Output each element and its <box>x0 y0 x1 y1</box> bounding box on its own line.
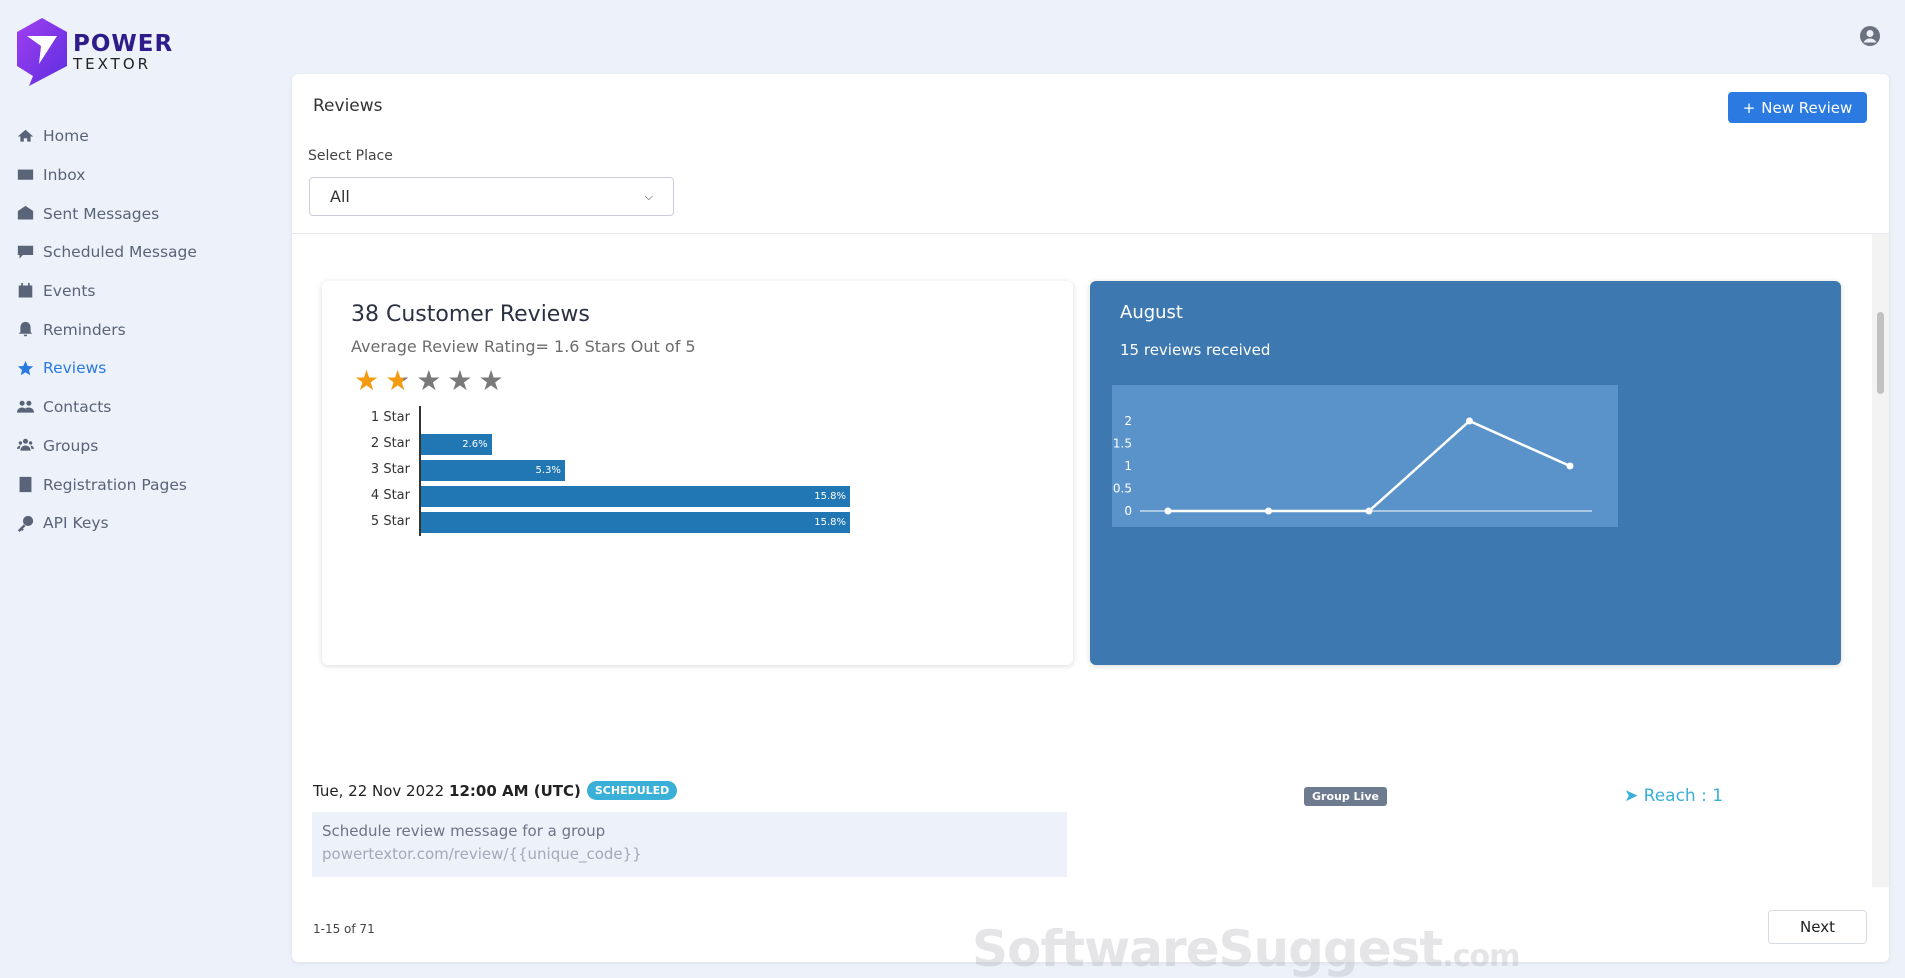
paper-plane-icon: ➤ <box>1624 786 1639 806</box>
sidebar-item-label: Scheduled Message <box>43 243 197 262</box>
select-place-label: Select Place <box>308 148 393 164</box>
summary-title: 38 Customer Reviews <box>351 302 590 327</box>
sidebar-item-events[interactable]: Events <box>16 272 197 311</box>
bar: 5.3% <box>421 460 565 481</box>
new-review-label: New Review <box>1761 98 1853 117</box>
sidebar-item-label: Contacts <box>43 398 112 417</box>
data-point <box>1265 507 1272 515</box>
bar: 15.8% <box>421 486 850 507</box>
page-title: Reviews <box>313 96 383 116</box>
sidebar-item-reviews[interactable]: Reviews <box>16 349 197 388</box>
sidebar-item-label: Registration Pages <box>43 475 187 494</box>
bar-category-label: 1 Star <box>370 410 410 425</box>
sidebar-item-label: Sent Messages <box>43 204 160 223</box>
message-link: powertextor.com/review/{{unique_code}} <box>322 845 642 863</box>
date-text: Tue, 22 Nov 2022 <box>313 782 445 800</box>
reviews-panel: Reviews + New Review Select Place All ⌵ 38… <box>292 74 1889 978</box>
pagination-info: 1-15 of 71 <box>313 922 375 936</box>
home-icon <box>17 129 34 142</box>
month-title: August <box>1120 302 1183 323</box>
star-icon <box>17 360 34 376</box>
calendar-icon <box>18 282 33 298</box>
star-icon: ★ <box>447 364 479 397</box>
bar-category-label: 5 Star <box>370 514 410 529</box>
watermark: SoftwareSuggest.com <box>972 920 1520 978</box>
sidebar-item-api-keys[interactable]: API Keys <box>16 504 197 543</box>
star-icon: ★ <box>385 364 417 397</box>
group-live-badge: Group Live <box>1304 787 1387 806</box>
bar: 15.8% <box>421 512 850 533</box>
y-tick-label: 1 <box>1124 459 1132 473</box>
sidebar-item-label: Inbox <box>43 166 86 185</box>
data-point <box>1466 417 1473 425</box>
logo-icon <box>17 18 67 86</box>
plus-icon: + <box>1742 98 1756 117</box>
sidebar-item-contacts[interactable]: Contacts <box>16 388 197 427</box>
rating-stars: ★★★★★ <box>354 364 510 397</box>
star-icon: ★ <box>416 364 448 397</box>
reach-count: ➤ Reach : 1 <box>1624 786 1723 806</box>
sidebar-nav: Home Inbox Sent Messages Scheduled Message E… <box>16 117 197 543</box>
sidebar-item-label: API Keys <box>43 514 109 533</box>
comment-icon <box>17 245 34 259</box>
star-icon: ★ <box>478 364 510 397</box>
bar-category-label: 4 Star <box>370 488 410 503</box>
sidebar-item-groups[interactable]: Groups <box>16 427 197 466</box>
sidebar-item-label: Home <box>43 127 89 146</box>
chevron-down-icon: ⌵ <box>644 189 653 203</box>
data-point <box>1566 462 1574 470</box>
sidebar-item-label: Events <box>43 282 96 301</box>
key-icon <box>17 515 34 532</box>
month-subtitle: 15 reviews received <box>1120 341 1271 359</box>
select-place-dropdown[interactable]: All ⌵ <box>309 177 674 216</box>
new-review-button[interactable]: + New Review <box>1728 92 1867 123</box>
sidebar-item-sent-messages[interactable]: Sent Messages <box>16 194 197 233</box>
message-date: Tue, 22 Nov 2022 12:00 AM (UTC) SCHEDULED <box>313 781 678 800</box>
y-tick-label: 1.5 <box>1113 437 1132 451</box>
plot-background <box>1112 385 1618 527</box>
envelope-open-icon <box>17 206 34 220</box>
status-badge: SCHEDULED <box>586 781 678 800</box>
envelope-icon <box>17 169 34 180</box>
bar: 2.6% <box>421 434 492 455</box>
review-summary-card: 38 Customer Reviews Average Review Ratin… <box>322 281 1073 665</box>
y-tick-label: 2 <box>1124 414 1132 428</box>
brand-logo[interactable]: POWER TEXTOR <box>17 18 173 86</box>
message-text: Schedule review message for a group <box>322 822 606 840</box>
scrollbar[interactable] <box>1872 234 1889 887</box>
star-icon: ★ <box>354 364 386 397</box>
sidebar-item-inbox[interactable]: Inbox <box>16 156 197 195</box>
monthly-line-chart: 0 0.5 1 1.5 2 <box>1112 385 1618 527</box>
user-account-icon[interactable] <box>1859 25 1881 47</box>
brand-line2: TEXTOR <box>73 54 152 73</box>
brand-line1: POWER <box>73 30 174 57</box>
message-preview[interactable]: Schedule review message for a group power… <box>312 812 1067 877</box>
users-icon <box>17 400 34 413</box>
sidebar-item-registration-pages[interactable]: Registration Pages <box>16 465 197 504</box>
book-icon <box>19 476 32 493</box>
next-page-button[interactable]: Next <box>1768 910 1867 944</box>
sidebar-item-scheduled-message[interactable]: Scheduled Message <box>16 233 197 272</box>
sidebar-item-home[interactable]: Home <box>16 117 197 156</box>
select-value: All <box>330 187 350 206</box>
reach-text: Reach : 1 <box>1643 786 1724 806</box>
bar-category-label: 2 Star <box>370 436 410 451</box>
bell-icon <box>18 322 33 337</box>
y-tick-label: 0.5 <box>1113 482 1132 496</box>
sidebar-item-reminders[interactable]: Reminders <box>16 310 197 349</box>
bar-category-label: 3 Star <box>370 462 410 477</box>
y-tick-label: 0 <box>1124 504 1132 518</box>
monthly-reviews-card: August 15 reviews received 0 0.5 1 1.5 2 <box>1090 281 1841 665</box>
sidebar-item-label: Reminders <box>43 320 126 339</box>
bar-axis <box>419 406 421 536</box>
scrollbar-thumb[interactable] <box>1877 312 1884 394</box>
divider <box>292 233 1889 234</box>
sidebar-item-label: Groups <box>43 436 99 455</box>
data-point <box>1164 507 1172 515</box>
time-text: 12:00 AM (UTC) <box>449 782 581 800</box>
sidebar-item-label: Reviews <box>43 359 107 378</box>
data-point <box>1365 507 1373 515</box>
group-icon <box>17 439 34 451</box>
summary-subtitle: Average Review Rating= 1.6 Stars Out of … <box>351 337 696 356</box>
